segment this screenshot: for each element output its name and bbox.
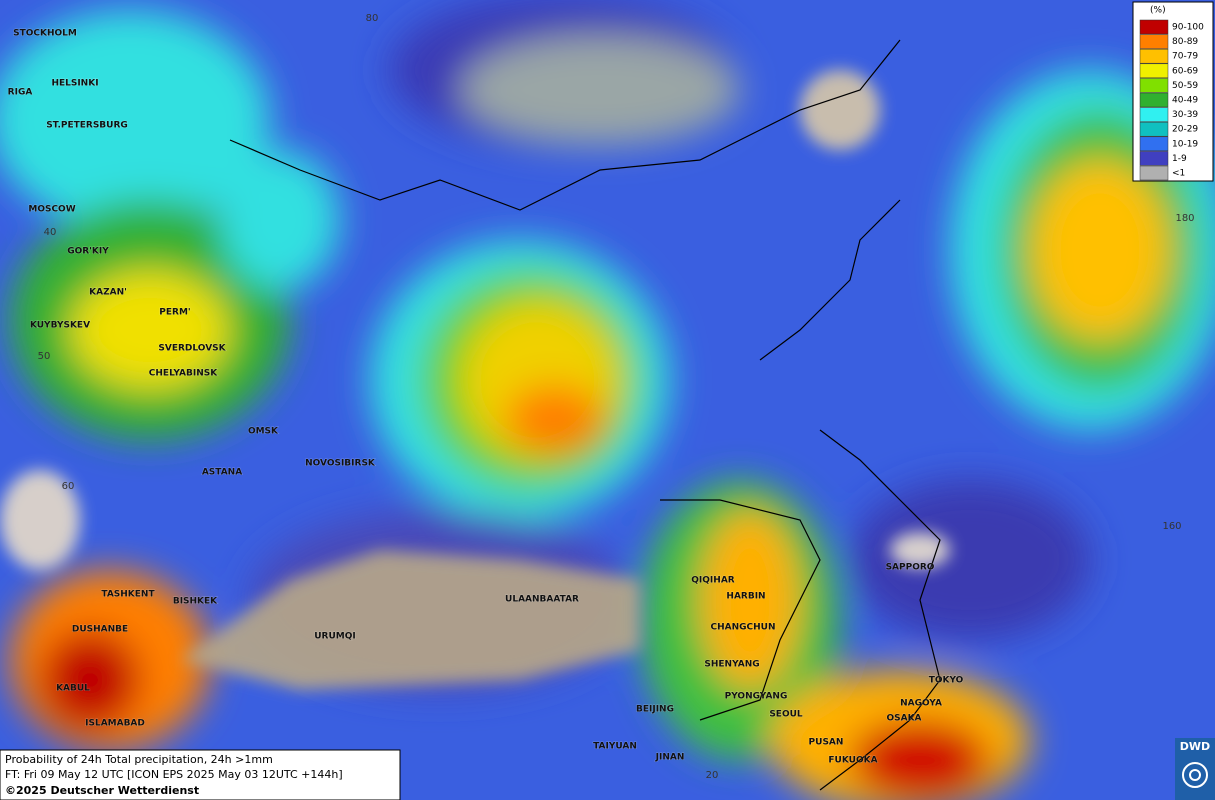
city-label: SAPPORO: [886, 563, 935, 573]
city-label: NOVOSIBIRSK: [305, 459, 376, 469]
legend-swatch: [1139, 34, 1169, 49]
city-label: PYONGYANG: [725, 692, 788, 702]
footer: Probability of 24h Total precipitation, …: [0, 749, 401, 800]
city-label: ASTANA: [202, 468, 242, 478]
grid-label: 80: [366, 13, 379, 24]
city-label: PERM': [159, 308, 190, 318]
legend-label: 20-29: [1172, 125, 1198, 135]
grid-label: 40: [44, 227, 57, 238]
legend-label: 60-69: [1172, 66, 1198, 76]
city-label: SEOUL: [769, 710, 803, 720]
legend-swatch: [1139, 48, 1169, 64]
city-label: NAGOYA: [900, 699, 942, 709]
city-label: TOKYO: [929, 676, 964, 686]
legend-swatch: [1139, 92, 1169, 108]
city-label: KAZAN': [89, 288, 127, 298]
legend: (%) 90-100 80-89 70-79 60-69 50-59 40-49 30-39…: [1132, 1, 1214, 182]
dwd-logo: DWD: [1175, 738, 1215, 800]
city-label: STOCKHOLM: [13, 29, 77, 39]
city-label: OSAKA: [886, 714, 921, 724]
logo-text: DWD: [1180, 740, 1210, 753]
city-label: CHANGCHUN: [711, 623, 776, 633]
city-label: JINAN: [655, 753, 685, 763]
city-label: BISHKEK: [173, 597, 218, 607]
city-label: SHENYANG: [704, 660, 759, 670]
city-labels: STOCKHOLM HELSINKI RIGA ST.PETERSBURG MOSCOW…: [7, 28, 964, 766]
city-label: CHELYABINSK: [149, 369, 218, 379]
city-label: DUSHANBE: [72, 625, 128, 635]
legend-label: 10-19: [1172, 139, 1198, 149]
city-label: HELSINKI: [51, 79, 98, 89]
grid-label: 50: [38, 351, 51, 362]
grid-label: 180: [1175, 213, 1194, 224]
city-label: ULAANBAATAR: [505, 595, 579, 605]
city-label: MOSCOW: [28, 205, 75, 215]
footer-line3: ©2025 Deutscher Wetterdienst: [5, 784, 199, 797]
footer-line2: FT: Fri 09 May 12 UTC [ICON EPS 2025 May…: [5, 768, 343, 781]
legend-swatch: [1139, 151, 1169, 166]
logo-swirl-inner: [1189, 769, 1201, 781]
legend-label: 50-59: [1172, 81, 1198, 91]
legend-swatch: [1139, 78, 1169, 93]
legend-label: 70-79: [1172, 52, 1198, 62]
legend-label: 1-9: [1172, 154, 1187, 164]
legend-label: 40-49: [1172, 96, 1198, 106]
city-label: GOR'KIY: [67, 247, 109, 257]
city-label: TAIYUAN: [593, 742, 637, 752]
legend-swatch: [1139, 136, 1169, 152]
city-label: QIQIHAR: [691, 576, 734, 586]
legend-label: <1: [1172, 169, 1185, 179]
city-label: KABUL: [56, 684, 90, 694]
footer-box: [0, 749, 401, 800]
city-label: ISLAMABAD: [85, 719, 145, 729]
legend-swatch: [1139, 107, 1169, 122]
legend-swatch: [1139, 63, 1169, 79]
coastlines: [229, 39, 941, 791]
city-label: ST.PETERSBURG: [46, 121, 128, 131]
grid-label: 20: [706, 770, 719, 781]
city-label: PUSAN: [809, 738, 844, 748]
logo-swirl: [1182, 762, 1208, 788]
legend-label: 90-100: [1172, 23, 1204, 33]
legend-title: (%): [1150, 6, 1166, 16]
city-label: URUMQI: [314, 632, 356, 642]
city-label: RIGA: [8, 88, 33, 98]
city-label: TASHKENT: [101, 590, 155, 600]
city-label: KUYBYSKEV: [30, 321, 90, 331]
city-label: FUKUOKA: [828, 756, 877, 766]
grid-label: 60: [62, 481, 75, 492]
footer-line1: Probability of 24h Total precipitation, …: [5, 753, 273, 766]
legend-label: 30-39: [1172, 110, 1198, 120]
legend-swatch: [1139, 165, 1169, 181]
city-label: BEIJING: [636, 705, 674, 715]
legend-swatch: [1139, 121, 1169, 137]
city-label: SVERDLOVSK: [158, 344, 226, 354]
legend-label: 80-89: [1172, 37, 1198, 47]
city-label: HARBIN: [726, 592, 765, 602]
grid-labels: 80 40 50 60 180 160 20: [38, 13, 1195, 781]
legend-items: 90-100 80-89 70-79 60-69 50-59 40-49 30-39 20-2…: [1139, 19, 1204, 181]
legend-swatch: [1139, 19, 1169, 35]
grid-label: 160: [1162, 521, 1181, 532]
city-label: OMSK: [248, 427, 279, 437]
